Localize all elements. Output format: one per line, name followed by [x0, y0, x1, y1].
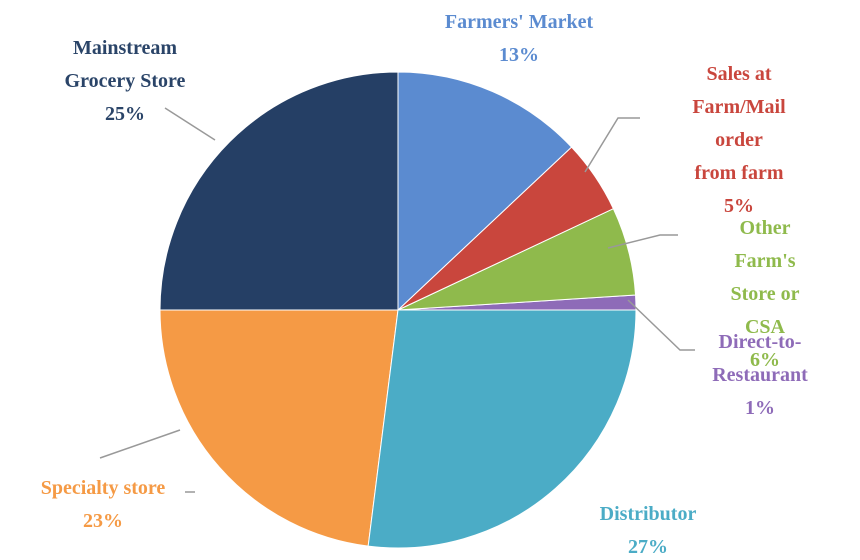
- slice-label: Specialty store 23%: [41, 472, 166, 538]
- slice-label: Mainstream Grocery Store 25%: [65, 32, 186, 131]
- leader-line: [99, 429, 181, 459]
- value-label: 23%: [82, 510, 123, 532]
- category-label: Mainstream Grocery Store: [64, 37, 186, 92]
- slice-label: Distributor 27%: [600, 498, 697, 560]
- pie-slice: [397, 71, 573, 312]
- pie-slice: [367, 309, 637, 549]
- leader-line: [584, 117, 640, 173]
- leader-line: [627, 299, 695, 351]
- leader-lines: [99, 107, 695, 493]
- pie-slice: [159, 309, 399, 547]
- value-label: 27%: [627, 536, 668, 558]
- category-label: Sales at Farm/Mail order from farm: [692, 63, 786, 184]
- value-label: 13%: [498, 44, 539, 66]
- slice-label: Other Farm's Store or CSA 6%: [718, 212, 813, 377]
- value-label: 6%: [750, 349, 780, 371]
- slice-label: Farmers' Market 13%: [445, 6, 593, 72]
- leader-line: [164, 107, 216, 141]
- value-label: 5%: [724, 195, 754, 217]
- pie-slice: [159, 71, 399, 311]
- leader-line: [607, 234, 678, 249]
- slice-label: Sales at Farm/Mail order from farm 5%: [679, 58, 800, 223]
- value-label: 25%: [104, 103, 145, 125]
- value-label: 1%: [744, 397, 775, 419]
- category-label: Direct-to- Restaurant: [712, 331, 808, 386]
- slice-label: Direct-to- Restaurant 1%: [712, 326, 808, 425]
- category-label: Other Farm's Store or CSA: [730, 217, 800, 338]
- category-label: Farmers' Market: [444, 11, 594, 33]
- category-label: Distributor: [599, 503, 697, 525]
- category-label: Specialty store: [40, 477, 166, 499]
